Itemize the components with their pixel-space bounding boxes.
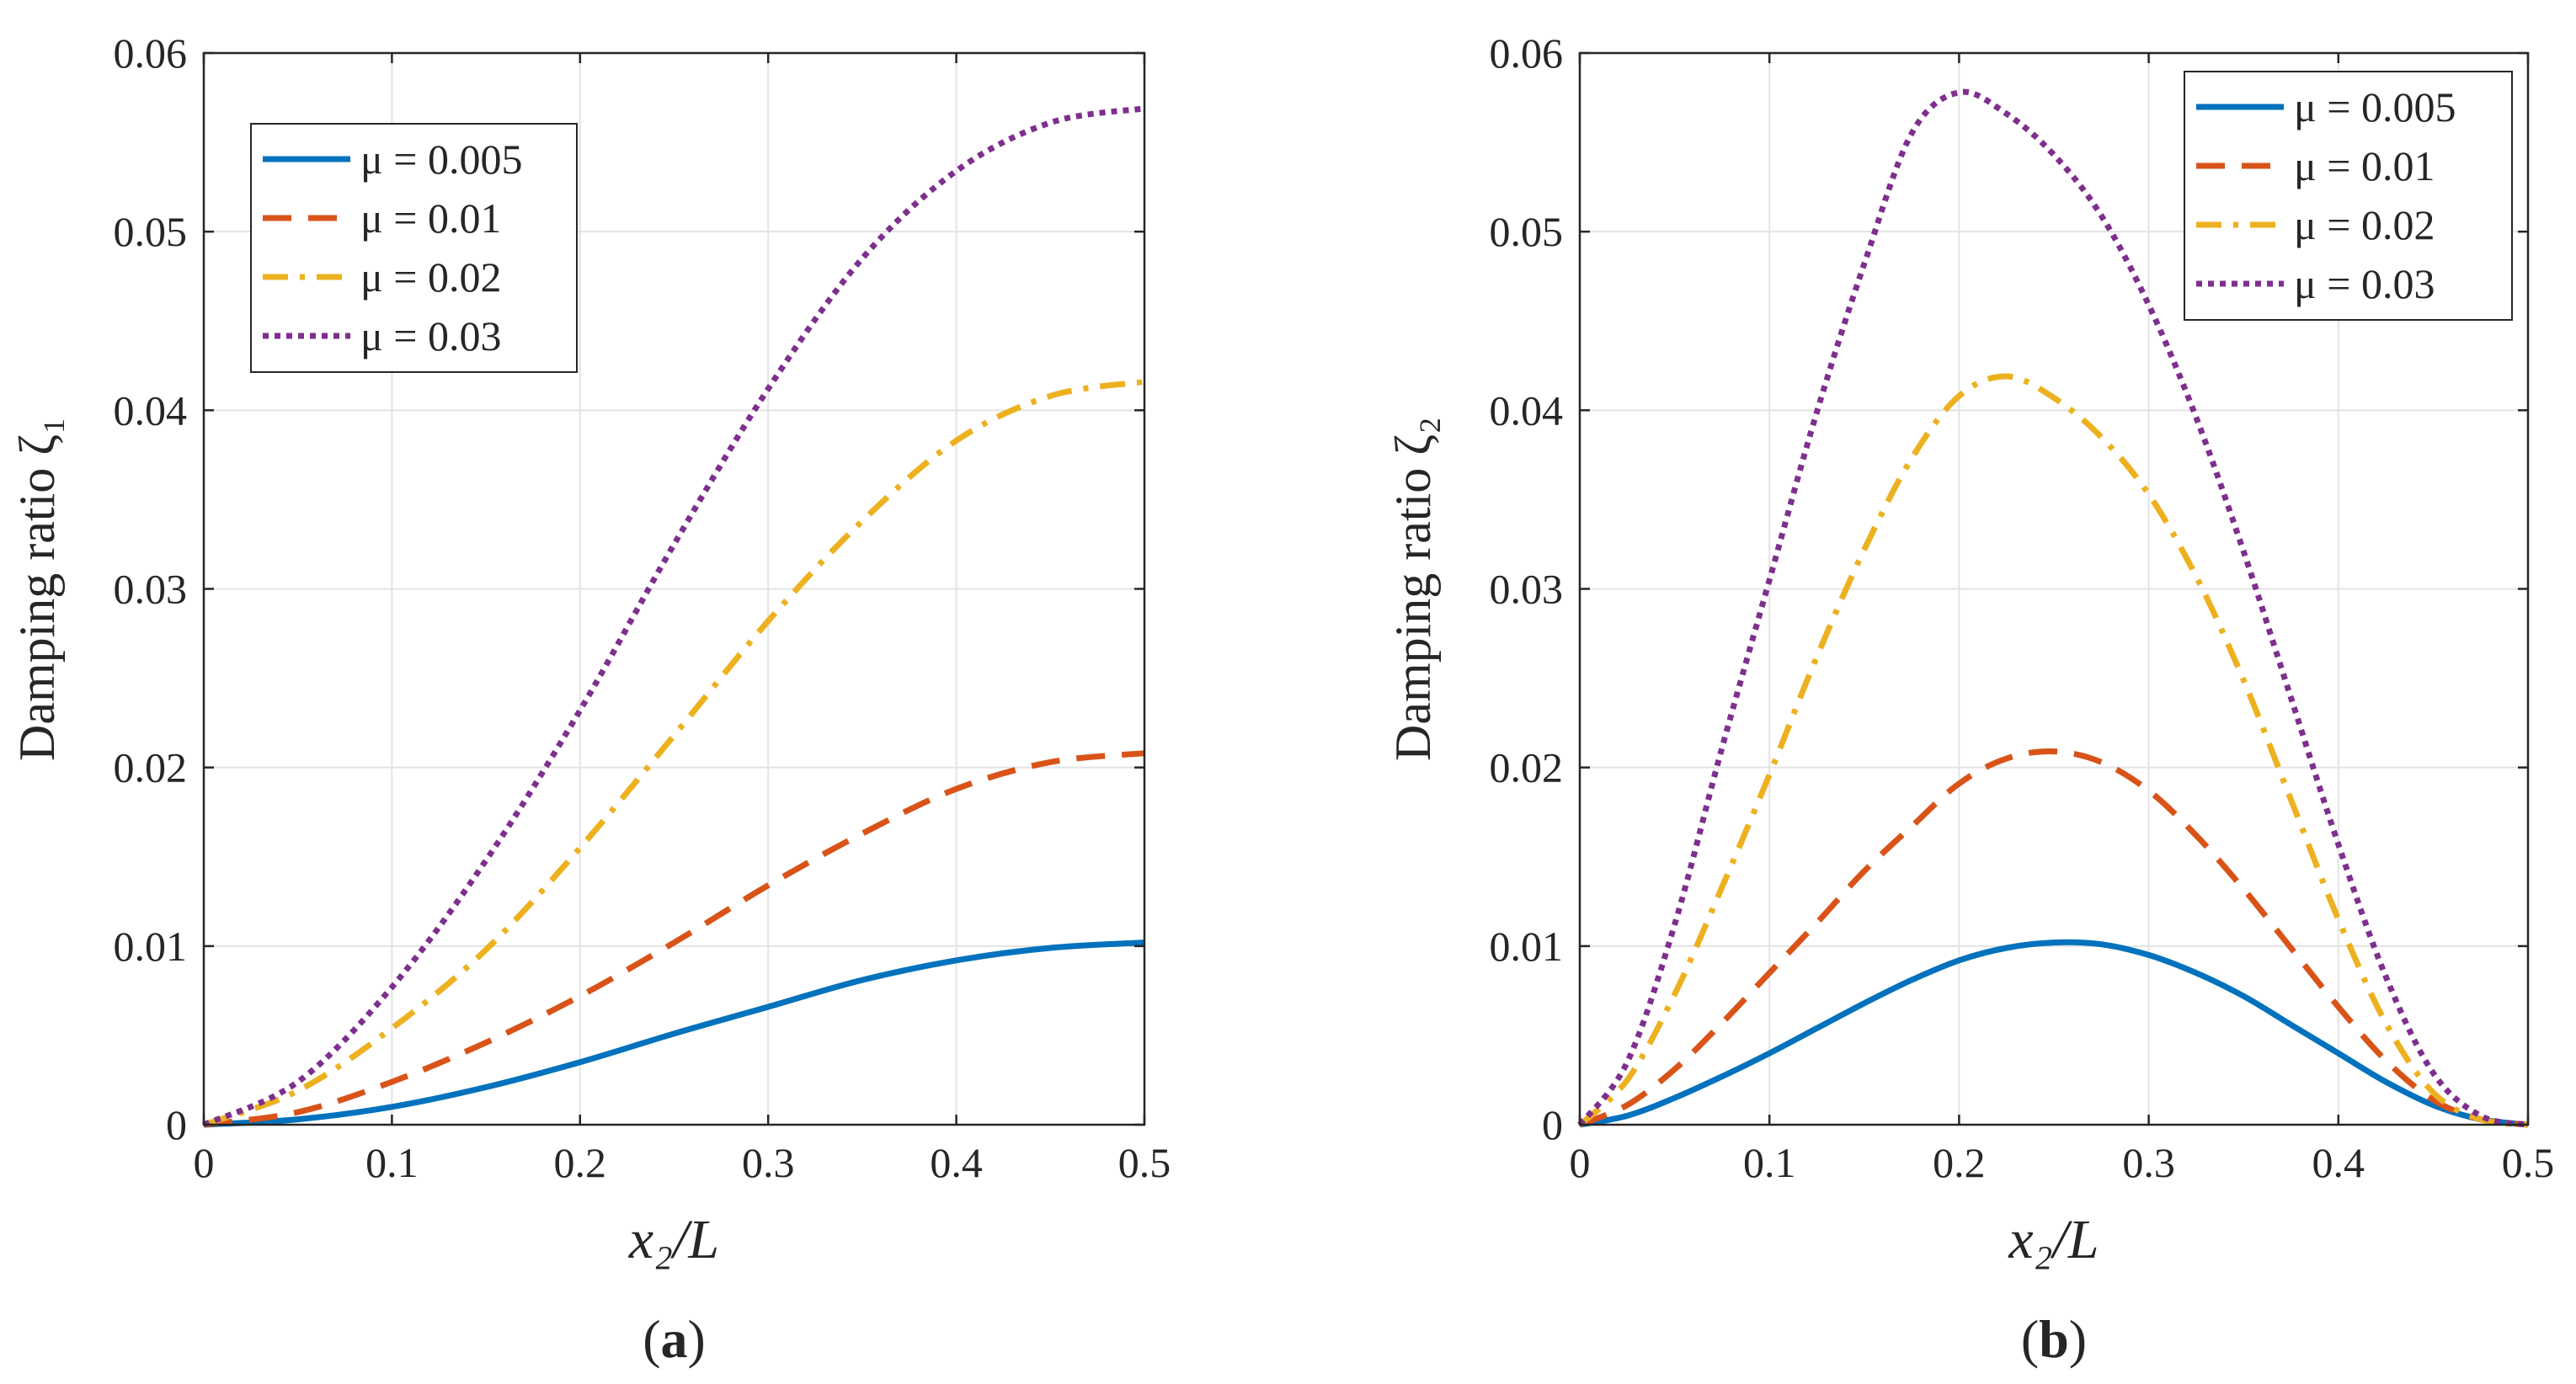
y-tick-label: 0.06 [1490, 29, 1564, 77]
series-line-3 [1577, 373, 2529, 1128]
legend-label-4: μ = 0.03 [360, 312, 502, 359]
x-tick-label: 0.2 [554, 1139, 607, 1186]
panel-label: (a) [643, 1309, 706, 1369]
x-tick-label: 0 [1570, 1139, 1591, 1186]
legend-label-1: μ = 0.005 [2294, 83, 2456, 130]
y-tick-label: 0 [166, 1101, 187, 1148]
series-line-4 [202, 105, 1145, 1128]
series-line-1 [1579, 939, 2529, 1128]
panel-label: (b) [2021, 1309, 2087, 1369]
y-axis-label: Damping ratio ζ₁ [9, 417, 65, 761]
x-axis-label: x₂/L [2008, 1209, 2099, 1270]
y-axis-label: Damping ratio ζ₂ [1385, 417, 1441, 761]
y-tick-label: 0.03 [1490, 566, 1564, 613]
y-tick-label: 0.04 [114, 386, 188, 434]
y-tick-label: 0.05 [114, 208, 188, 255]
y-tick-label: 0.01 [114, 923, 188, 970]
y-tick-label: 0.03 [114, 566, 188, 613]
series-line-1 [203, 940, 1145, 1128]
series-line-2 [203, 750, 1145, 1128]
legend: μ = 0.005 μ = 0.01 μ = 0.02 μ = 0.03 [2184, 71, 2513, 321]
x-tick-label: 0.1 [365, 1139, 419, 1186]
legend-box [250, 123, 578, 373]
legend-label-3: μ = 0.02 [2294, 201, 2435, 248]
legend-label-2: μ = 0.01 [2294, 142, 2435, 189]
y-tick-label: 0.02 [1490, 744, 1564, 791]
legend-label-2: μ = 0.01 [360, 194, 502, 242]
series-line-2 [1578, 748, 2529, 1128]
y-tick-label: 0 [1542, 1101, 1563, 1148]
y-tick-label: 0.01 [1490, 923, 1564, 970]
series-line-4 [1577, 88, 2529, 1128]
y-tick-label: 0.02 [114, 744, 188, 791]
x-tick-label: 0.1 [1743, 1139, 1796, 1186]
y-tick-label: 0.04 [1490, 386, 1564, 434]
x-tick-label: 0 [194, 1139, 215, 1186]
x-tick-label: 0.3 [2122, 1139, 2175, 1186]
legend-box [2184, 71, 2513, 321]
legend-label-4: μ = 0.03 [2294, 260, 2435, 307]
chart-panel-b: 0 0.1 0.2 0.3 0.4 0.5 0 0.01 0.02 0.03 0.04 0.05 0.0… [1385, 29, 2554, 1369]
x-tick-label: 0.3 [742, 1139, 795, 1186]
legend-label-1: μ = 0.005 [360, 136, 523, 183]
x-tick-label: 0.4 [930, 1139, 983, 1186]
y-tick-label: 0.06 [114, 29, 188, 77]
legend: μ = 0.005 μ = 0.01 μ = 0.02 μ = 0.03 [250, 123, 578, 373]
x-tick-label: 0.2 [1933, 1139, 1986, 1186]
x-tick-label: 0.5 [2502, 1139, 2555, 1186]
chart-panel-a: 0 0.1 0.2 0.3 0.4 0.5 0 0.01 0.02 0.03 0.04 0.05 0.0… [9, 29, 1171, 1369]
x-tick-label: 0.4 [2312, 1139, 2365, 1186]
y-tick-label: 0.05 [1490, 208, 1564, 255]
x-axis-label: x₂/L [628, 1209, 719, 1270]
x-tick-label: 0.5 [1118, 1139, 1171, 1186]
series-line-3 [202, 378, 1145, 1128]
legend-label-3: μ = 0.02 [360, 253, 502, 301]
